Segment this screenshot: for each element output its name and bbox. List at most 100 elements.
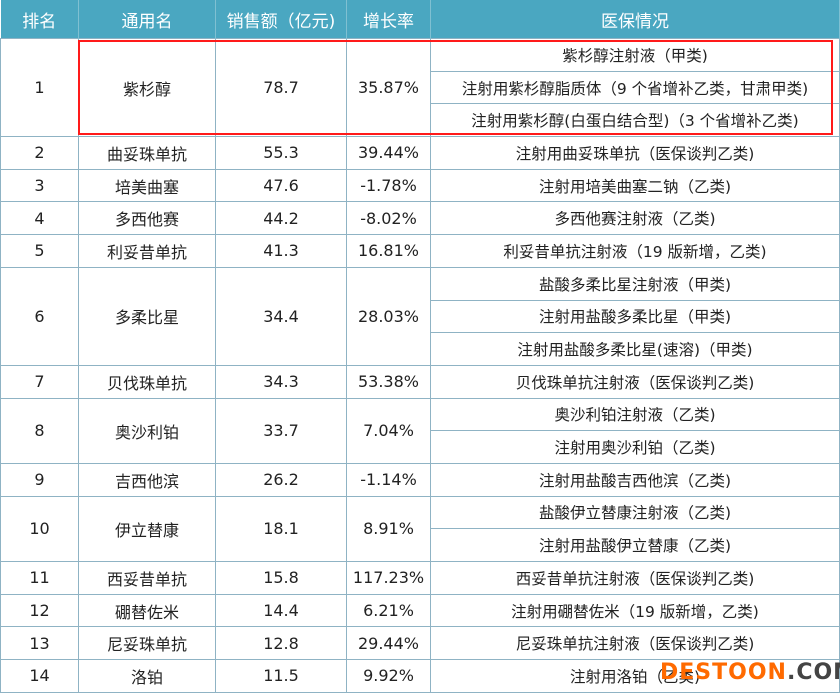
insurance-cell: 西妥昔单抗注射液（医保谈判乙类)	[430, 561, 840, 595]
growth-cell: 39.44%	[346, 136, 431, 170]
header-name: 通用名	[78, 0, 216, 39]
growth-cell: 53.38%	[346, 364, 431, 399]
insurance-cell: 尼妥珠单抗注射液（医保谈判乙类)	[430, 626, 840, 661]
header-growth: 增长率	[346, 0, 431, 39]
insurance-cell: 注射用洛铂（乙类)	[430, 659, 840, 693]
rank-cell: 6	[0, 266, 79, 366]
table-row: 4 多西他赛 44.2 -8.02% 多西他赛注射液（乙类)	[0, 201, 840, 236]
sales-cell: 26.2	[215, 462, 347, 497]
name-cell: 贝伐珠单抗	[78, 364, 216, 399]
header-insurance: 医保情况	[430, 0, 840, 39]
growth-cell: -8.02%	[346, 201, 431, 236]
insurance-cell: 注射用奥沙利铂（乙类)	[430, 430, 840, 464]
insurance-cell: 奥沙利铂注射液（乙类)	[430, 397, 840, 432]
rank-cell: 13	[0, 626, 79, 661]
insurance-cell: 注射用紫杉醇(白蛋白结合型)（3 个省增补乙类)	[430, 103, 840, 138]
growth-cell: 29.44%	[346, 626, 431, 661]
sales-cell: 12.8	[215, 626, 347, 661]
insurance-cell: 利妥昔单抗注射液（19 版新增，乙类)	[430, 234, 840, 268]
rank-cell: 4	[0, 201, 79, 236]
rank-cell: 2	[0, 136, 79, 170]
table-row: 14 洛铂 11.5 9.92% 注射用洛铂（乙类)	[0, 659, 840, 693]
name-cell: 尼妥珠单抗	[78, 626, 216, 661]
name-cell: 利妥昔单抗	[78, 234, 216, 268]
table-row: 6 多柔比星 34.4 28.03% 盐酸多柔比星注射液（甲类)	[0, 266, 840, 366]
insurance-cell: 注射用盐酸多柔比星（甲类)	[430, 299, 840, 334]
insurance-cell: 注射用盐酸多柔比星(速溶)（甲类)	[430, 332, 840, 366]
sales-cell: 55.3	[215, 136, 347, 170]
rank-cell: 9	[0, 462, 79, 497]
sales-cell: 14.4	[215, 593, 347, 628]
table-row: 2 曲妥珠单抗 55.3 39.44% 注射用曲妥珠单抗（医保谈判乙类)	[0, 136, 840, 170]
table-row: 注射用紫杉醇(白蛋白结合型)（3 个省增补乙类)	[1, 103, 840, 138]
rank-cell: 8	[0, 397, 79, 464]
growth-cell: 6.21%	[346, 593, 431, 628]
name-cell: 吉西他滨	[78, 462, 216, 497]
growth-cell: 8.91%	[346, 495, 431, 563]
insurance-cell: 注射用盐酸吉西他滨（乙类)	[430, 462, 840, 497]
rank-cell: 11	[0, 561, 79, 595]
sales-cell: 78.7	[215, 37, 347, 138]
sales-cell: 34.3	[215, 364, 347, 399]
insurance-cell: 贝伐珠单抗注射液（医保谈判乙类)	[430, 364, 840, 399]
sales-cell: 41.3	[215, 234, 347, 268]
insurance-cell: 注射用硼替佐米（19 版新增，乙类)	[430, 593, 840, 628]
table-row: 8 奥沙利铂 33.7 7.04% 奥沙利铂注射液（乙类)	[0, 397, 840, 464]
name-cell: 紫杉醇	[78, 37, 216, 138]
insurance-cell: 紫杉醇注射液（甲类)	[430, 38, 840, 72]
table-row: 注射用紫杉醇脂质体（9 个省增补乙类，甘肃甲类)	[1, 70, 840, 105]
rank-cell: 7	[0, 364, 79, 399]
table-row: 5 利妥昔单抗 41.3 16.81% 利妥昔单抗注射液（19 版新增，乙类)	[0, 234, 840, 268]
rank-cell: 10	[0, 495, 79, 563]
growth-cell: 7.04%	[346, 397, 431, 464]
table-row: 10 伊立替康 18.1 8.91% 盐酸伊立替康注射液（乙类)	[0, 495, 840, 563]
name-cell: 西妥昔单抗	[78, 561, 216, 595]
table-row: 3 培美曲塞 47.6 -1.78% 注射用培美曲塞二钠（乙类)	[0, 168, 840, 203]
table-row: 13 尼妥珠单抗 12.8 29.44% 尼妥珠单抗注射液（医保谈判乙类)	[0, 626, 840, 661]
rank-cell: 1	[0, 37, 79, 138]
header-rank: 排名	[0, 0, 79, 39]
table-row: 9 吉西他滨 26.2 -1.14% 注射用盐酸吉西他滨（乙类)	[0, 462, 840, 497]
growth-cell: 16.81%	[346, 234, 431, 268]
table-row: 7 贝伐珠单抗 34.3 53.38% 贝伐珠单抗注射液（医保谈判乙类)	[0, 364, 840, 399]
rank-cell: 5	[0, 234, 79, 268]
sales-cell: 15.8	[215, 561, 347, 595]
growth-cell: -1.14%	[346, 462, 431, 497]
insurance-cell: 盐酸多柔比星注射液（甲类)	[430, 266, 840, 301]
table-row: 注射用奥沙利铂（乙类)	[1, 430, 840, 464]
rank-cell: 3	[0, 168, 79, 203]
watermark-part1: DESTOON	[660, 660, 787, 685]
table-row: 注射用盐酸伊立替康（乙类)	[1, 528, 840, 562]
insurance-cell: 多西他赛注射液（乙类)	[430, 201, 840, 236]
growth-cell: 35.87%	[346, 37, 431, 138]
insurance-cell: 盐酸伊立替康注射液（乙类)	[430, 495, 840, 530]
name-cell: 洛铂	[78, 659, 216, 693]
sales-cell: 47.6	[215, 168, 347, 203]
name-cell: 硼替佐米	[78, 593, 216, 628]
sales-cell: 33.7	[215, 397, 347, 464]
table-row: 1 紫杉醇 78.7 35.87% 紫杉醇注射液（甲类)	[0, 37, 840, 138]
watermark-part2: .COM	[786, 660, 840, 685]
table-row: 11 西妥昔单抗 15.8 117.23% 西妥昔单抗注射液（医保谈判乙类)	[0, 561, 840, 595]
rank-cell: 14	[0, 659, 79, 693]
growth-cell: 117.23%	[346, 561, 431, 595]
insurance-cell: 注射用曲妥珠单抗（医保谈判乙类)	[430, 136, 840, 170]
name-cell: 伊立替康	[78, 495, 216, 563]
sales-cell: 34.4	[215, 266, 347, 366]
header-row: 排名 通用名 销售额（亿元) 增长率 医保情况	[0, 0, 840, 39]
name-cell: 多西他赛	[78, 201, 216, 236]
insurance-cell: 注射用盐酸伊立替康（乙类)	[430, 528, 840, 562]
growth-cell: 28.03%	[346, 266, 431, 366]
watermark-logo: DESTOON.COM	[660, 660, 840, 685]
name-cell: 培美曲塞	[78, 168, 216, 203]
name-cell: 多柔比星	[78, 266, 216, 366]
insurance-cell: 注射用培美曲塞二钠（乙类)	[430, 168, 840, 203]
table-row: 注射用盐酸多柔比星(速溶)（甲类)	[1, 332, 840, 366]
sales-cell: 11.5	[215, 659, 347, 693]
sales-cell: 44.2	[215, 201, 347, 236]
name-cell: 曲妥珠单抗	[78, 136, 216, 170]
insurance-cell: 注射用紫杉醇脂质体（9 个省增补乙类，甘肃甲类)	[430, 70, 840, 105]
rank-cell: 12	[0, 593, 79, 628]
header-sales: 销售额（亿元)	[215, 0, 347, 39]
